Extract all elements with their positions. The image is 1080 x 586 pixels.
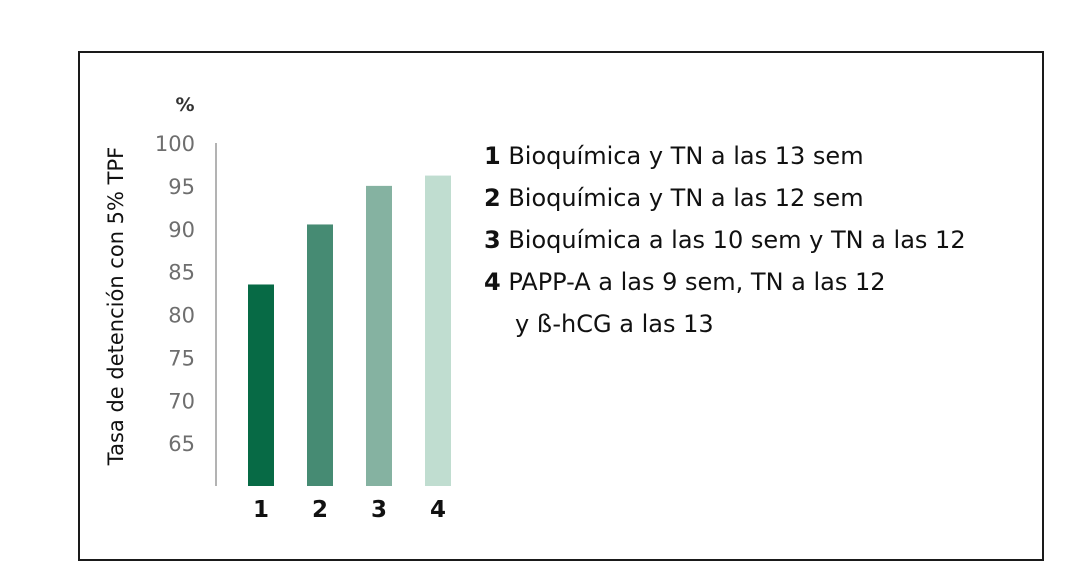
unit-label: % [175,94,194,116]
legend-item: 3 Bioquímica a las 10 sem y TN a las 12 [484,222,966,264]
legend-number: 2 [484,184,501,212]
legend-number: 1 [484,142,501,170]
y-axis-title: Tasa de detención con 5% TPF [104,147,128,467]
legend-item: y ß-hCG a las 13 [484,306,966,348]
y-tick-label: 85 [168,261,195,285]
y-tick-label: 70 [168,389,195,413]
legend-text: PAPP-A a las 9 sem, TN a las 12 [500,268,886,296]
chart-frame [78,51,1044,561]
bar-2 [307,224,333,486]
y-tick-label: 90 [168,218,195,242]
x-category-label: 1 [253,497,269,523]
bar-1 [248,284,274,486]
legend-text: y ß-hCG a las 13 [515,310,714,338]
legend-item: 4 PAPP-A a las 9 sem, TN a las 12 [484,264,966,306]
y-tick-label: 80 [168,304,195,328]
x-category-label: 3 [371,497,387,523]
x-category-label: 2 [312,497,328,523]
bar-3 [366,185,392,486]
legend-text: Bioquímica a las 10 sem y TN a las 12 [500,226,966,254]
x-category-label: 4 [430,497,446,523]
legend-number: 3 [484,226,501,254]
y-tick-label: 95 [168,175,195,199]
legend-text: Bioquímica y TN a las 12 sem [500,184,864,212]
legend: 1 Bioquímica y TN a las 13 sem 2 Bioquími… [484,138,966,348]
legend-item: 1 Bioquímica y TN a las 13 sem [484,138,966,180]
y-tick-label: 65 [168,432,195,456]
bar-4 [425,175,451,486]
legend-number: 4 [484,268,501,296]
legend-text: Bioquímica y TN a las 13 sem [500,142,864,170]
legend-item: 2 Bioquímica y TN a las 12 sem [484,180,966,222]
y-tick-label: 75 [168,346,195,370]
y-tick-label: 100 [155,132,195,156]
